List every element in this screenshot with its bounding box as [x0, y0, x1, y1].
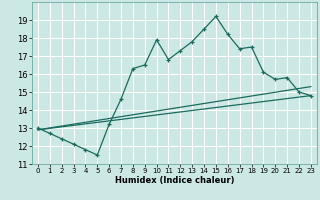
X-axis label: Humidex (Indice chaleur): Humidex (Indice chaleur) — [115, 176, 234, 185]
